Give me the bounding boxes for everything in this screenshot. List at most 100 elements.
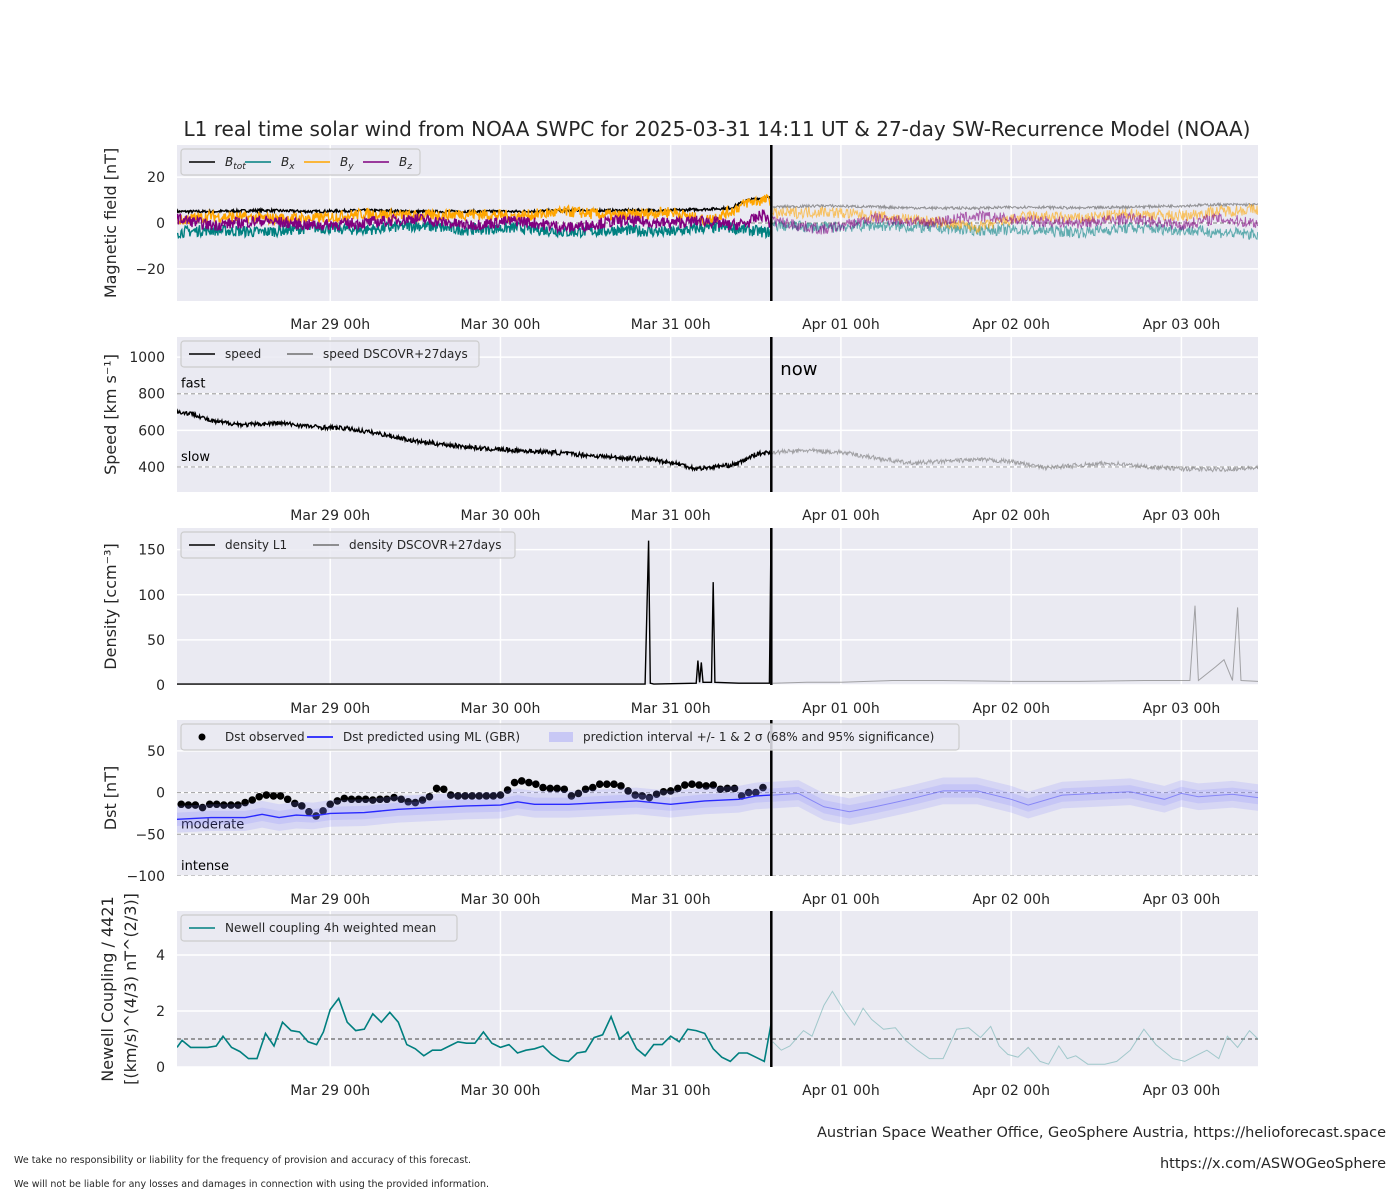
dst-observed-point bbox=[595, 780, 604, 789]
x-tick-label: Mar 31 00h bbox=[631, 892, 711, 908]
dst-observed-point bbox=[297, 802, 306, 810]
dst-observed-point bbox=[212, 800, 221, 809]
dst-observed-point bbox=[759, 783, 767, 792]
dst-observed-point bbox=[560, 785, 569, 794]
dst-observed-point bbox=[269, 792, 278, 800]
plot-content-newell bbox=[177, 990, 1258, 1065]
prediction-band-1sigma bbox=[772, 784, 1258, 819]
threshold-label: intense bbox=[181, 859, 229, 874]
x-tick-label: Mar 31 00h bbox=[631, 508, 711, 524]
legend-magnetic: Btot Bx By Bz bbox=[180, 148, 421, 176]
legend-label: Dst observed bbox=[225, 730, 305, 744]
y-tick-label: 800 bbox=[138, 387, 165, 403]
y-tick-label: 50 bbox=[147, 633, 165, 649]
y-axis-label: Density [ccm⁻³] bbox=[101, 543, 120, 669]
x-tick-label: Mar 30 00h bbox=[461, 1083, 541, 1099]
dst-observed-point bbox=[744, 788, 753, 797]
dst-observed-point bbox=[688, 780, 696, 789]
panel-newell: 0 2 4 Mar 29 00h Mar 30 00h Mar 31 00h Apr 01 … bbox=[98, 893, 1258, 1099]
dst-observed-point bbox=[475, 792, 483, 800]
dst-observed-point bbox=[383, 795, 391, 804]
y-tick-label: 400 bbox=[138, 460, 165, 476]
dst-observed-point bbox=[454, 792, 462, 800]
dst-observed-point bbox=[510, 778, 519, 787]
dst-observed-point bbox=[489, 792, 498, 800]
dst-observed-point bbox=[553, 784, 561, 793]
social-link[interactable]: https://x.com/ASWOGeoSphere bbox=[1159, 1156, 1386, 1172]
y-tick-label: 600 bbox=[138, 423, 165, 439]
dst-observed-point bbox=[624, 787, 632, 795]
y-axis-label: Magnetic field [nT] bbox=[101, 148, 120, 298]
legend-label: Dst predicted using ML (GBR) bbox=[343, 730, 520, 744]
dst-observed-point bbox=[638, 792, 647, 800]
x-tick-label: Apr 03 00h bbox=[1143, 508, 1221, 524]
x-tick-label: Apr 02 00h bbox=[972, 508, 1050, 524]
legend-label: Btot bbox=[225, 155, 246, 172]
dst-observed-point bbox=[659, 787, 668, 796]
dst-observed-point bbox=[305, 807, 313, 816]
dst-observed-point bbox=[220, 801, 228, 809]
dst-observed-point bbox=[234, 801, 242, 809]
dst-observed-point bbox=[276, 792, 285, 800]
x-tick-label: Apr 02 00h bbox=[972, 892, 1050, 908]
panel-density: 0 50 100 150 Mar 29 00h Mar 30 00h Mar 31 00h A… bbox=[101, 528, 1258, 717]
series-dst-predicted-forecast- bbox=[772, 790, 1258, 813]
dst-observed-point bbox=[503, 786, 512, 794]
dst-observed-point bbox=[262, 791, 271, 799]
dst-observed-point bbox=[191, 801, 200, 809]
dst-observed-point bbox=[610, 780, 618, 789]
dst-observed-point bbox=[581, 785, 590, 794]
y-axis-label: Dst [nT] bbox=[101, 766, 120, 830]
legend-label: Newell coupling 4h weighted mean bbox=[225, 921, 436, 935]
dst-observed-point bbox=[666, 787, 675, 795]
dst-observed-point bbox=[227, 801, 235, 809]
dst-observed-point bbox=[588, 783, 597, 792]
x-tick-label: Apr 01 00h bbox=[802, 1083, 880, 1099]
dst-observed-point bbox=[319, 807, 327, 815]
x-tick-label: Mar 30 00h bbox=[461, 508, 541, 524]
plot-content-density bbox=[177, 528, 1258, 685]
dst-observed-point bbox=[354, 795, 363, 804]
legend-label: By bbox=[340, 155, 354, 172]
panel-speed: 400 600 800 1000 Mar 29 00h Mar 30 00h Mar 31 … bbox=[101, 337, 1258, 524]
series-density-l1 bbox=[177, 528, 772, 685]
dst-observed-point bbox=[482, 792, 491, 800]
series-by bbox=[177, 193, 772, 227]
dst-observed-point bbox=[198, 803, 207, 812]
dst-observed-point bbox=[241, 798, 249, 807]
dst-observed-point bbox=[730, 784, 739, 793]
series-newell-coupling-4h-weighted-mean bbox=[177, 996, 772, 1063]
dst-observed-point bbox=[525, 778, 533, 787]
legend-swatch-dot bbox=[198, 733, 206, 741]
series-by-27-day-recurrence bbox=[772, 202, 1258, 235]
dst-observed-point bbox=[539, 783, 547, 792]
x-tick-label: Apr 03 00h bbox=[1143, 1083, 1221, 1099]
prediction-band-2sigma bbox=[772, 777, 1258, 826]
y-axis-label: Speed [km s⁻¹] bbox=[101, 354, 120, 475]
series-btot-27-day-recurrence bbox=[772, 201, 1258, 212]
dst-observed-point bbox=[546, 784, 554, 793]
dst-observed-point bbox=[340, 794, 349, 803]
x-tick-label: Apr 02 00h bbox=[972, 1083, 1050, 1099]
x-tick-label: Apr 01 00h bbox=[802, 892, 880, 908]
y-tick-label: 20 bbox=[147, 170, 165, 186]
x-tick-label: Apr 03 00h bbox=[1143, 892, 1221, 908]
x-tick-label: Apr 01 00h bbox=[802, 317, 880, 333]
now-label: now bbox=[780, 359, 817, 380]
dst-observed-point bbox=[333, 797, 342, 805]
x-tick-label: Mar 29 00h bbox=[290, 701, 370, 717]
dst-observed-point bbox=[397, 795, 406, 804]
x-tick-label: Apr 02 00h bbox=[972, 317, 1050, 333]
y-tick-label: 1000 bbox=[129, 350, 165, 366]
credit-text: Austrian Space Weather Office, GeoSphere… bbox=[817, 1125, 1386, 1141]
dst-observed-point bbox=[205, 800, 214, 809]
dst-observed-point bbox=[617, 782, 625, 790]
x-tick-label: Apr 03 00h bbox=[1143, 317, 1221, 333]
y-tick-label: 50 bbox=[147, 744, 165, 760]
disclaimer-2: We will not be liable for any losses and… bbox=[14, 1179, 489, 1190]
panel-magnetic: −20 0 20 Mar 29 00h Mar 30 00h Mar 31 00h Apr … bbox=[101, 145, 1258, 333]
x-tick-label: Apr 01 00h bbox=[802, 508, 880, 524]
y-tick-label: 0 bbox=[156, 216, 165, 232]
prediction-band-2sigma bbox=[177, 781, 772, 833]
